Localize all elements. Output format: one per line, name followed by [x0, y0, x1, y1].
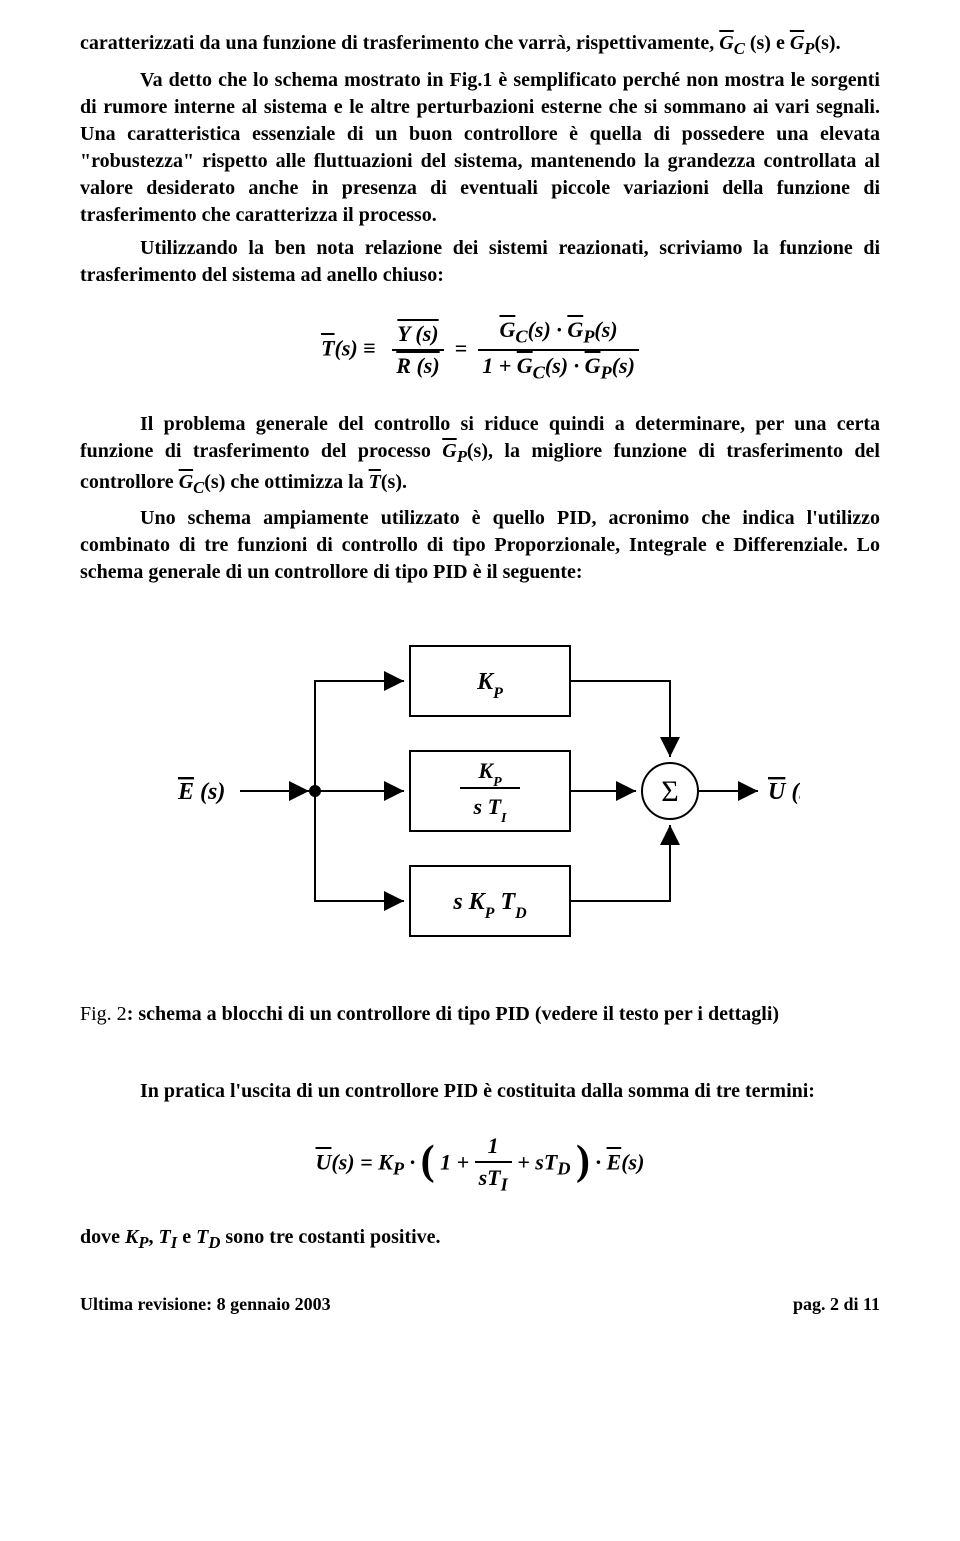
f2-rhs-arg: (s): [621, 1150, 644, 1175]
f1-n2a: G: [499, 317, 515, 342]
f1-den1: R (s): [396, 353, 439, 379]
f1-d2-mid: (s) ·: [545, 353, 585, 378]
f1-n2a-sub: C: [515, 326, 527, 346]
f2-lhs-sub: P: [393, 1159, 404, 1179]
f2-rparen: ): [576, 1138, 590, 1184]
figure-caption: Fig. 2: schema a blocchi di un controllo…: [80, 1001, 880, 1028]
para4-Gc-sub: C: [193, 478, 204, 497]
f1-lhs-arg: (s) ≡: [335, 335, 376, 360]
diagram-output-label: U (s): [768, 779, 800, 805]
footer-page-number: pag. 2 di 11: [793, 1294, 880, 1315]
para-2: Va detto che lo schema mostrato in Fig.1…: [80, 67, 880, 229]
para4-T: T: [369, 471, 381, 493]
formula-pid-output: U(s) = KP · ( 1 + 1 sTI + sTD ) · E(s): [80, 1133, 880, 1195]
para4-Gp-sub: P: [457, 447, 467, 466]
para4-c: (s) che ottimizza la: [204, 471, 368, 493]
f2-frac: 1 sTI: [475, 1133, 512, 1195]
para-4: Il problema generale del controllo si ri…: [80, 411, 880, 499]
f1-n2-end: (s): [594, 317, 617, 342]
para7-Kp-sub: P: [138, 1233, 148, 1252]
para-6: In pratica l'uscita di un controllore PI…: [80, 1078, 880, 1105]
f2-dot2: ·: [596, 1150, 607, 1175]
f1-num1: Y (s): [397, 321, 438, 347]
para1-Gc: G: [719, 32, 733, 54]
f2-one: 1 +: [440, 1150, 469, 1175]
para1-Gp: G: [790, 32, 804, 54]
edge-junction-boxD: [315, 791, 404, 901]
f1-n2b: G: [567, 317, 583, 342]
para1-text-b: (s) e: [750, 32, 790, 54]
f1-d2a: G: [517, 353, 533, 378]
f2-plus: + sT: [517, 1150, 557, 1175]
f1-frac1: Y (s) R (s): [392, 321, 443, 379]
edge-junction-boxP: [315, 681, 404, 791]
para1-text-a: caratterizzati da una funzione di trasfe…: [80, 32, 719, 54]
f1-n2b-sub: P: [583, 326, 594, 346]
page: caratterizzati da una funzione di trasfe…: [0, 0, 960, 1355]
para7-TD: T: [196, 1226, 208, 1248]
sum-sigma: Σ: [661, 775, 678, 808]
f1-d2-pre: 1 +: [482, 353, 517, 378]
para1-text-c: (s).: [814, 32, 840, 54]
para-3: Utilizzando la ben nota relazione dei si…: [80, 235, 880, 289]
f1-frac2: GC(s) · GP(s) 1 + GC(s) · GP(s): [478, 317, 639, 384]
f2-den-sub: I: [501, 1175, 508, 1195]
f2-num: 1: [475, 1133, 512, 1163]
para4-d: (s).: [381, 471, 407, 493]
formula-closed-loop: T(s) ≡ Y (s) R (s) = GC(s) · GP(s) 1 + G…: [80, 317, 880, 384]
edge-boxD-sum: [570, 825, 670, 901]
f1-d2-end: (s): [612, 353, 635, 378]
para-1: caratterizzati da una funzione di trasfe…: [80, 30, 880, 61]
f2-dot1: ·: [410, 1150, 421, 1175]
para4-Gc: G: [179, 471, 193, 493]
para7-TI: T: [159, 1226, 171, 1248]
footer-revision: Ultima revisione: 8 gennaio 2003: [80, 1294, 331, 1315]
para7-Kp: K: [125, 1226, 138, 1248]
f1-d2a-sub: C: [533, 362, 545, 382]
f2-den-a: sT: [479, 1165, 501, 1190]
f2-plus-sub: D: [557, 1159, 570, 1179]
para7-d: sono tre costanti positive.: [220, 1226, 440, 1248]
para4-Gp: G: [442, 440, 456, 462]
f1-T: T: [321, 335, 334, 360]
para7-b: ,: [149, 1226, 159, 1248]
f2-U: U: [316, 1150, 332, 1175]
para7-TD-sub: D: [208, 1233, 220, 1252]
para7-a: dove: [80, 1226, 125, 1248]
f2-E: E: [607, 1150, 622, 1175]
para1-Gp-sub: P: [804, 39, 814, 58]
para-5: Uno schema ampiamente utilizzato è quell…: [80, 505, 880, 586]
edge-boxP-sum: [570, 681, 670, 757]
box-derivative: [410, 866, 570, 936]
f2-lparen: (: [421, 1138, 435, 1184]
para-7: dove KP, TI e TD sono tre costanti posit…: [80, 1224, 880, 1255]
caption-text: : schema a blocchi di un controllore di …: [127, 1003, 779, 1025]
para1-Gc-sub: C: [734, 39, 745, 58]
diagram-svg: E (s) KP KP s TI: [160, 626, 800, 966]
pid-block-diagram: E (s) KP KP s TI: [160, 626, 800, 971]
para7-c: e: [177, 1226, 196, 1248]
caption-figlabel: Fig. 2: [80, 1003, 127, 1025]
page-footer: Ultima revisione: 8 gennaio 2003 pag. 2 …: [80, 1294, 880, 1315]
f1-n2-mid: (s) ·: [528, 317, 568, 342]
f2-lhs-arg: (s) = K: [331, 1150, 392, 1175]
f1-d2b-sub: P: [601, 362, 612, 382]
diagram-input-label: E (s): [177, 779, 225, 805]
f1-eq: =: [455, 335, 468, 360]
f1-d2b: G: [585, 353, 601, 378]
